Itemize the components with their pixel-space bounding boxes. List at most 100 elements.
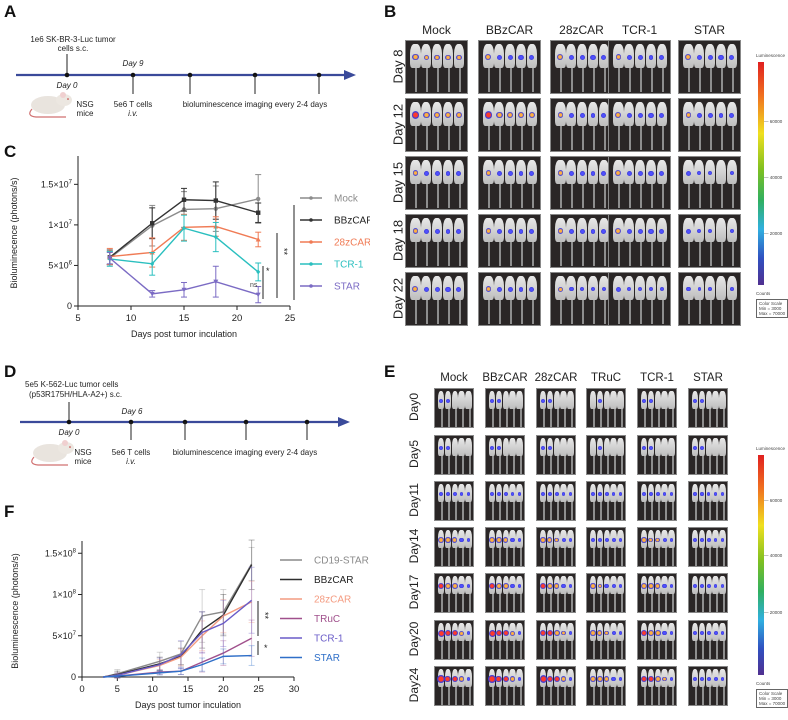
luminescence-spot [662,492,667,496]
mouse-tail [415,242,418,267]
mouse-tail [657,502,660,520]
luminescence-spot [707,112,713,118]
mouse-tail [461,641,464,659]
row-label: Day 22 [390,277,406,320]
mouse-image [458,438,465,456]
luminescence-spot [654,676,661,682]
x-tick-label: 10 [147,684,158,695]
x-axis-label: Days post tumor inculation [135,700,241,710]
luminescence-spot [507,54,513,60]
bioluminescence-image [434,481,474,521]
luminescence-spot [648,583,654,589]
column-label: BBzCAR [485,23,534,37]
x-tick-label: 30 [289,684,300,695]
mouse-image [719,391,726,409]
mouse-tail [531,300,534,325]
mouse-tail [640,242,643,267]
mouse-tail [499,184,502,209]
mouse-tail [426,184,429,209]
luminescence-spot [561,492,566,496]
luminescence-spot [568,170,574,176]
luminescence-spot [488,582,496,590]
luminescence-spot [597,583,603,589]
mouse-tail [701,456,704,474]
luminescence-spot [648,287,654,292]
luminescence-spot [423,286,429,292]
mouse-tail [492,409,495,427]
luminescence-spot [706,630,711,636]
mouse-tail [606,548,609,566]
luminescence-spot [568,112,574,118]
mouse-tail [720,242,723,267]
imaging-text: bioluminescence imaging every 2-4 days [173,448,318,457]
mouse-image [719,438,726,456]
mouse-tail [461,548,464,566]
mouse-tail [699,126,702,151]
mouse-tail [571,68,574,93]
luminescence-spot [642,446,647,450]
mouse-label-2: mice [75,457,92,466]
luminescence-spot [590,583,596,589]
mouse-tail [505,456,508,474]
column-label: TCR-1 [621,23,658,37]
luminescence-spot [648,446,653,450]
mouse-tail [695,641,698,659]
legend-label: BBzCAR [314,575,353,586]
luminescence-spot [434,228,440,234]
bioluminescence-image [485,527,525,567]
mouse-tail [563,548,566,566]
mouse-tail [640,184,643,209]
luminescence-spot [485,54,492,61]
mouse-tail [519,594,522,612]
luminescence-spot [641,537,647,543]
mouse-tail [499,300,502,325]
luminescence-spot [655,630,661,636]
luminescence-spot [568,228,574,234]
mouse-tail [599,409,602,427]
luminescence-spot [615,228,622,235]
chart-c: 5 10 15 20 25 0 5×106 1×107 1.5×107 Days post tum… [9,156,370,339]
mouse-tail [437,126,440,151]
mouse-icon [31,440,74,466]
mouse-tail [582,68,585,93]
luminescence-spot [485,286,492,293]
bioluminescence-image [688,666,728,706]
luminescence-spot [669,631,674,635]
luminescence-spot [561,583,566,589]
colorbar-scale-text: Min = 3000 [759,306,782,311]
luminescence-spot [637,112,643,118]
legend-marker [309,284,313,288]
luminescence-spot [412,228,419,235]
colorbar-scale-text: Max = 70000 [759,701,786,706]
luminescence-spot [529,228,535,234]
luminescence-spot [693,538,697,542]
luminescence-spot [706,676,711,682]
mouse-tail [710,300,713,325]
mouse-image [661,391,668,409]
series-line [103,564,253,678]
mouse-tail [458,184,461,209]
luminescence-spot [597,537,603,543]
bioluminescence-image [550,214,613,268]
panel-letter-a: A [4,2,17,21]
mouse-tail [664,548,667,566]
mouse-tail [620,456,623,474]
bioluminescence-image [485,388,525,428]
mouse-tail [510,126,513,151]
mouse-tail [613,548,616,566]
mouse-tail [650,502,653,520]
legend-label: BBzCAR [334,216,370,227]
mouse-tail [549,456,552,474]
day-treat-label: Day 9 [123,59,144,68]
mouse-tail [505,548,508,566]
luminescence-spot [699,630,704,636]
y-tick-label: 5×107 [52,631,76,641]
mouse-tail [488,242,491,267]
mouse-tail [720,68,723,93]
luminescence-spot [434,54,440,60]
y-axis-label: Bioluminescence (photons/s) [10,553,20,669]
mouse-tail [708,502,711,520]
mouse-tail [512,409,515,427]
significance-ns: ns [250,282,258,289]
luminescence-spot [557,170,564,177]
